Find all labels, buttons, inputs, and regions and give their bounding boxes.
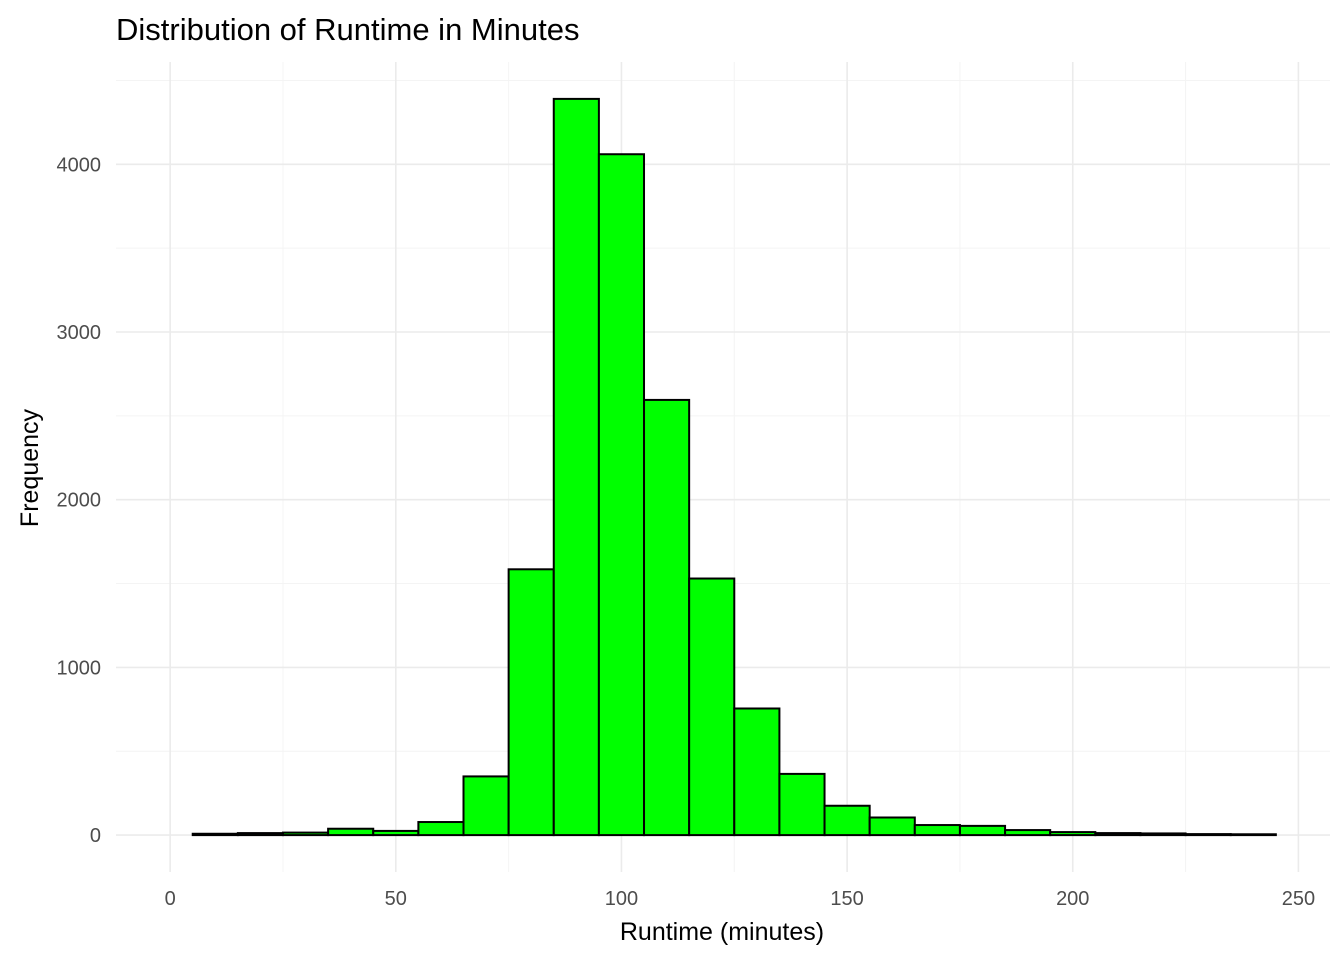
histogram-bars [191,97,1277,837]
histogram-bar [552,97,600,837]
chart-title: Distribution of Runtime in Minutes [116,12,579,47]
histogram-bar [236,832,284,837]
histogram-bar [958,824,1007,837]
histogram-bar [868,816,916,837]
histogram-bar [1094,832,1142,837]
histogram-bar [778,772,826,837]
histogram-bar [191,832,239,837]
histogram-bar [597,153,646,837]
histogram-bar [823,804,871,837]
histogram-bar [462,775,510,837]
histogram-bar [417,821,465,837]
histogram-bar [1229,833,1277,837]
y-tick-label: 1000 [57,657,102,679]
x-tick-label: 0 [165,888,176,910]
y-tick-label: 2000 [57,490,102,512]
y-tick-label: 3000 [57,322,102,344]
y-tick-label: 0 [90,825,101,847]
x-tick-label: 50 [385,888,407,910]
histogram-bar [1049,831,1097,837]
x-tick-label: 200 [1056,888,1089,910]
histogram-bar [688,577,736,837]
histogram-bar [507,568,555,837]
x-tick-label: 100 [605,888,638,910]
histogram-bar [643,398,691,837]
x-tick-label: 150 [830,888,863,910]
x-axis-tick-labels: 0 50 100 150 200 250 [165,888,1316,910]
histogram-bar [327,827,375,837]
x-tick-label: 250 [1282,888,1315,910]
histogram-bar [733,707,781,837]
histogram-bar [1184,833,1232,837]
y-axis-title: Frequency [16,408,44,527]
histogram-bar [372,829,420,837]
x-axis-title: Runtime (minutes) [620,918,824,946]
histogram-bar [281,831,330,837]
histogram-bar [913,824,961,837]
histogram-bar [1139,832,1187,837]
y-axis-tick-labels: 0 1000 2000 3000 4000 [57,154,102,847]
y-tick-label: 4000 [57,154,102,176]
histogram-bar [1004,829,1052,837]
